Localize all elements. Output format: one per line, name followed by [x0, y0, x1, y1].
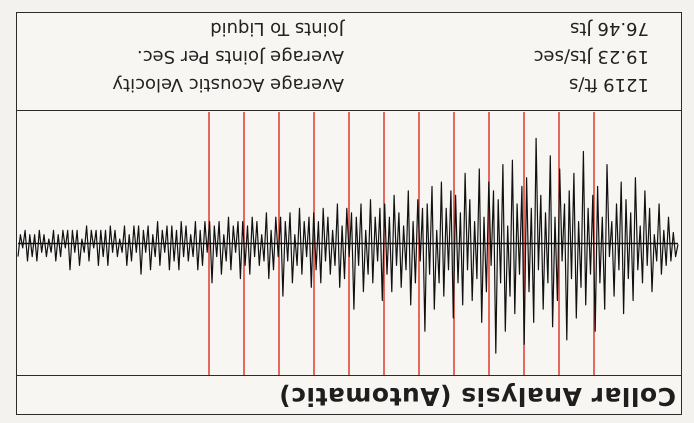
- acoustic-trace-line: [17, 137, 679, 354]
- metric-label-joints-per-sec: Average Joints Per Sec.: [136, 46, 344, 67]
- metrics-divider: [16, 110, 682, 111]
- metric-label-joints-to-liquid: Joints To Liquid: [210, 18, 344, 39]
- metric-label-velocity: Average Acoustic Velocity: [112, 74, 344, 95]
- metric-value-joints-per-sec: 19.23 Jts/sec: [533, 46, 649, 67]
- metric-value-velocity: 1219 ft/s: [568, 74, 649, 95]
- metric-value-joints-to-liquid: 76.46 Jts: [570, 18, 649, 39]
